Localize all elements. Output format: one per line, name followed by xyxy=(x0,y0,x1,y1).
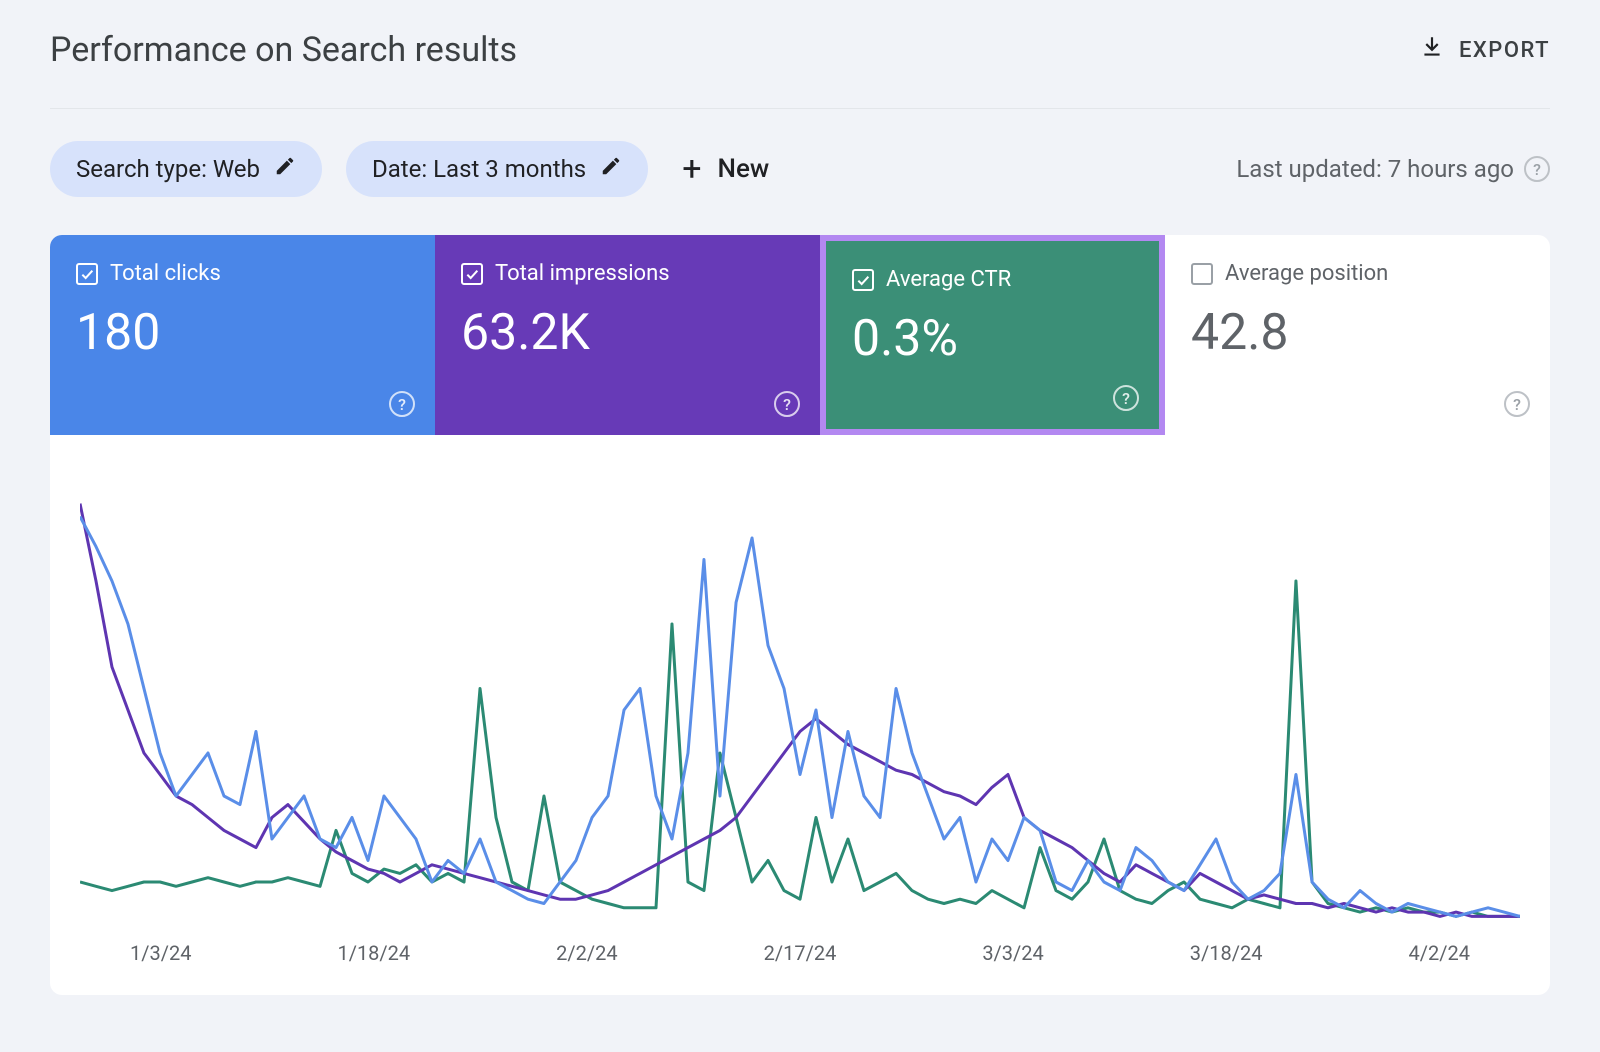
checkbox-icon xyxy=(76,263,98,285)
metric-label: Average position xyxy=(1225,261,1388,286)
x-tick-label: 1/3/24 xyxy=(130,941,191,965)
export-label: EXPORT xyxy=(1459,38,1550,63)
metric-label: Total clicks xyxy=(110,261,221,286)
pencil-icon xyxy=(600,155,622,183)
last-updated: Last updated: 7 hours ago ? xyxy=(1236,155,1550,183)
checkbox-icon xyxy=(461,263,483,285)
help-icon[interactable]: ? xyxy=(774,391,800,417)
performance-chart xyxy=(80,495,1520,925)
search-type-filter[interactable]: Search type: Web xyxy=(50,141,322,197)
add-filter-button[interactable]: + New xyxy=(672,152,779,186)
metric-cards-row: Total clicks 180 ? Total impressions 63.… xyxy=(50,235,1550,435)
x-tick-label: 1/18/24 xyxy=(337,941,410,965)
metric-value: 42.8 xyxy=(1191,304,1524,362)
page-title: Performance on Search results xyxy=(50,30,517,70)
metric-card-clicks[interactable]: Total clicks 180 ? xyxy=(50,235,435,435)
metric-value: 180 xyxy=(76,304,409,362)
download-icon xyxy=(1419,34,1445,66)
metric-value: 0.3% xyxy=(852,310,1133,368)
checkbox-icon xyxy=(852,269,874,291)
pencil-icon xyxy=(274,155,296,183)
last-updated-text: Last updated: 7 hours ago xyxy=(1236,155,1514,183)
metric-card-ctr-highlight: Average CTR 0.3% ? xyxy=(820,235,1165,435)
metric-card-position[interactable]: Average position 42.8 ? xyxy=(1165,235,1550,435)
metric-label: Total impressions xyxy=(495,261,670,286)
x-tick-label: 4/2/24 xyxy=(1408,941,1469,965)
plus-icon: + xyxy=(682,152,701,186)
metric-card-impressions[interactable]: Total impressions 63.2K ? xyxy=(435,235,820,435)
export-button[interactable]: EXPORT xyxy=(1419,34,1550,66)
x-tick-label: 3/3/24 xyxy=(982,941,1043,965)
metric-value: 63.2K xyxy=(461,304,794,362)
date-range-filter[interactable]: Date: Last 3 months xyxy=(346,141,648,197)
checkbox-unchecked-icon xyxy=(1191,263,1213,285)
help-icon[interactable]: ? xyxy=(1504,391,1530,417)
help-icon[interactable]: ? xyxy=(389,391,415,417)
help-icon[interactable]: ? xyxy=(1113,385,1139,411)
date-range-label: Date: Last 3 months xyxy=(372,155,586,183)
new-label: New xyxy=(718,154,770,184)
help-icon[interactable]: ? xyxy=(1524,156,1550,182)
metric-label: Average CTR xyxy=(886,267,1011,292)
chart-panel: 1/3/24 1/18/24 2/2/24 2/17/24 3/3/24 3/18/24 4… xyxy=(50,435,1550,995)
search-type-label: Search type: Web xyxy=(76,155,260,183)
x-tick-label: 2/2/24 xyxy=(556,941,617,965)
chart-x-axis: 1/3/24 1/18/24 2/2/24 2/17/24 3/3/24 3/18/24 4… xyxy=(80,925,1520,975)
x-tick-label: 3/18/24 xyxy=(1190,941,1263,965)
x-tick-label: 2/17/24 xyxy=(764,941,837,965)
metric-card-ctr[interactable]: Average CTR 0.3% ? xyxy=(826,241,1159,429)
